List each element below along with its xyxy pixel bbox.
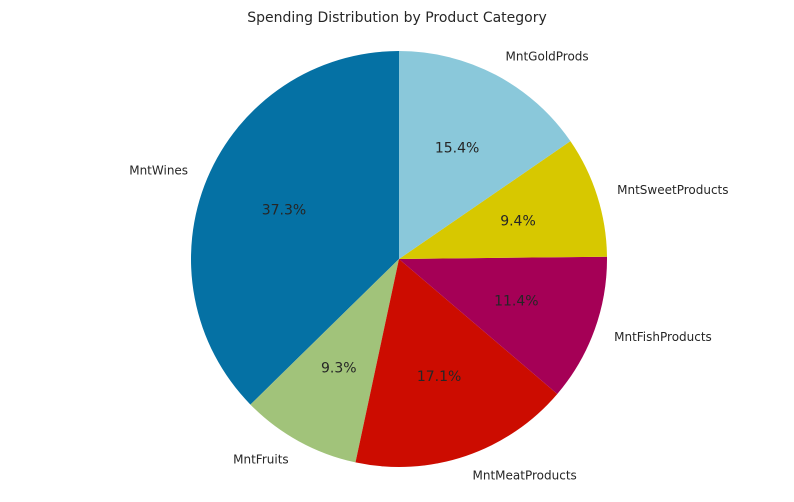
pct-label-mntsweetproducts: 9.4% bbox=[500, 213, 536, 229]
pct-label-mntmeatproducts: 17.1% bbox=[417, 369, 461, 385]
labels-layer: 37.3% MntWines 9.3% MntFruits 17.1% MntMeatPr… bbox=[129, 50, 728, 483]
category-label-mntwines: MntWines bbox=[129, 163, 188, 177]
category-label-mntfruits: MntFruits bbox=[233, 452, 289, 466]
pct-label-mntfruits: 9.3% bbox=[321, 360, 357, 376]
chart-title: Spending Distribution by Product Categor… bbox=[247, 10, 547, 26]
pie-slice-mntfishproducts bbox=[399, 256, 608, 394]
pie-slice-mntgoldprods bbox=[399, 51, 571, 259]
category-label-mntgoldprods: MntGoldProds bbox=[506, 50, 589, 64]
category-label-mntsweetproducts: MntSweetProducts bbox=[617, 183, 728, 197]
pie-slice-mntfruits bbox=[250, 259, 399, 463]
pct-label-mntgoldprods: 15.4% bbox=[435, 141, 479, 157]
pct-label-mntwines: 37.3% bbox=[262, 203, 306, 219]
pie-slice-mntwines bbox=[191, 51, 399, 405]
category-label-mntmeatproducts: MntMeatProducts bbox=[473, 469, 577, 483]
pct-label-mntfishproducts: 11.4% bbox=[494, 294, 538, 310]
pie-slice-mntsweetproducts bbox=[399, 141, 607, 259]
pie-slice-mntmeatproducts bbox=[355, 259, 558, 467]
category-label-mntfishproducts: MntFishProducts bbox=[614, 330, 712, 344]
slices-layer bbox=[191, 51, 608, 467]
